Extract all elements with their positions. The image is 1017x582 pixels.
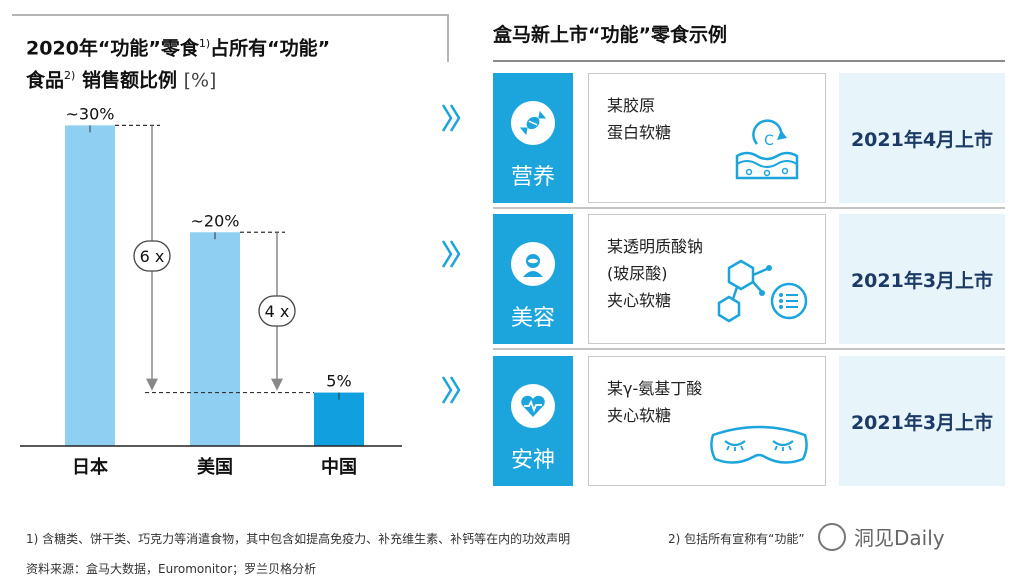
sleep-mask-icon: [710, 425, 808, 464]
chevron-right-icon: [441, 240, 461, 268]
chevron-right-icon: [441, 376, 461, 404]
collagen-icon: C: [735, 119, 799, 180]
product-name: 某胶原 蛋白软糖: [607, 96, 672, 142]
watermark: 洞见Daily: [818, 522, 945, 551]
product-row: 安神 某γ-氨基丁酸 夹心软糖 2021年3月上市: [493, 356, 1005, 486]
product-row: 美容 某透明质酸钠 (玻尿酸) 夹心软糖 2021年3月上市: [493, 214, 1005, 344]
data-label: ~20%: [191, 211, 240, 230]
multiplier-label: 4 x: [265, 302, 290, 321]
source-note: 资料来源：盒马大数据，Euromonitor；罗兰贝格分析: [26, 562, 317, 576]
product-row: 营养 某胶原 蛋白软糖 C 2021年4月上市: [493, 73, 1005, 203]
multiplier-bubble: [258, 295, 296, 327]
category-block: 营养: [493, 73, 573, 203]
product-name: 某γ-氨基丁酸 夹心软糖: [607, 379, 703, 425]
category-block: 美容: [493, 214, 573, 344]
chart-title: 2020年“功能”零食1)占所有“功能” 食品2) 销售额比例 [%]: [26, 37, 331, 92]
panel-rule: [493, 60, 1005, 62]
wechat-logo-icon: [818, 522, 846, 551]
product-card: 某γ-氨基丁酸 夹心软糖: [588, 356, 826, 486]
product-card: 某胶原 蛋白软糖 C: [588, 73, 826, 203]
multiplier-bubble: [133, 240, 171, 272]
bar: [65, 125, 115, 446]
footnote-1: 1) 含糖类、饼干类、巧克力等消遣食物，其中包含如提高免疫力、补充维生素、补钙等…: [26, 532, 571, 546]
category-label: 中国: [321, 456, 357, 478]
heart-pulse-icon: [511, 384, 555, 428]
category-label: 美容: [510, 306, 555, 331]
candy-icon: [511, 101, 555, 145]
row-divider: [493, 348, 1005, 350]
bar: [314, 392, 364, 446]
svg-text:C: C: [764, 133, 774, 149]
launch-date: 2021年3月上市: [839, 356, 1005, 486]
product-name: 某透明质酸钠 (玻尿酸) 夹心软糖: [607, 237, 704, 310]
bar: [190, 232, 240, 446]
footnote-2: 2) 包括所有宣称有“功能”: [668, 532, 805, 546]
product-card: 某透明质酸钠 (玻尿酸) 夹心软糖: [588, 214, 826, 344]
data-label: ~30%: [66, 104, 115, 123]
launch-date: 2021年3月上市: [839, 214, 1005, 344]
category-label: 营养: [510, 165, 555, 190]
category-block: 安神: [493, 356, 573, 486]
beauty-face-icon: [511, 242, 555, 286]
panel-title: 盒马新上市“功能”零食示例: [493, 24, 727, 46]
multiplier-label: 6 x: [140, 247, 165, 266]
chart-frame-right: [447, 14, 449, 62]
arrow-head: [271, 378, 283, 391]
category-label: 日本: [72, 456, 108, 478]
data-label: 5%: [326, 372, 351, 391]
launch-date: 2021年4月上市: [839, 73, 1005, 203]
category-label: 美国: [197, 456, 233, 478]
row-divider: [493, 207, 1005, 209]
category-label: 安神: [510, 448, 555, 473]
chevron-right-icon: [441, 104, 461, 132]
chart-frame-top: [12, 14, 449, 16]
molecule-icon: [717, 259, 808, 323]
arrow-head: [146, 378, 158, 391]
bar-chart: ~30% 日本 ~20% 美国 5% 中国 6 x 4 x: [20, 104, 402, 478]
